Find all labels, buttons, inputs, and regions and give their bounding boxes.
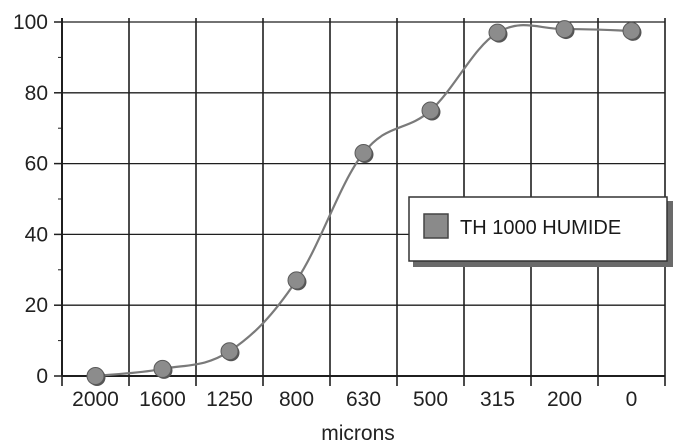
x-axis-title: microns (321, 422, 395, 445)
data-point-800 (287, 271, 306, 290)
y-tick-label: 20 (25, 294, 48, 317)
data-point-315 (488, 23, 507, 42)
legend-label: TH 1000 HUMIDE (460, 217, 621, 239)
y-tick-labels: 0 20 40 60 80 100 (13, 11, 48, 388)
legend-frame (408, 196, 668, 262)
x-tick-label: 1250 (206, 388, 253, 411)
y-tick-label: 100 (13, 11, 48, 34)
legend-swatch (423, 213, 449, 239)
y-tick-label: 0 (36, 365, 48, 388)
y-tick-label: 40 (25, 223, 48, 246)
series-th-1000-humide (86, 20, 642, 386)
data-point-200 (555, 20, 574, 39)
x-tick-label: 800 (279, 388, 314, 411)
data-point-0 (622, 21, 641, 40)
x-tick-label: 2000 (72, 388, 119, 411)
legend: TH 1000 HUMIDE (408, 196, 673, 267)
data-point-630 (354, 143, 373, 162)
x-tick-label: 315 (480, 388, 515, 411)
data-point-500 (421, 101, 440, 120)
data-point-2000 (86, 367, 105, 385)
x-tick-label: 0 (626, 388, 638, 411)
x-tick-label: 200 (547, 388, 582, 411)
data-point-1600 (153, 359, 172, 378)
x-tick-label: 630 (346, 388, 381, 411)
x-tick-label: 500 (413, 388, 448, 411)
y-tick-label: 80 (25, 82, 48, 105)
data-point-1250 (220, 342, 239, 361)
x-tick-label: 1600 (139, 388, 186, 411)
x-tick-labels: 2000 1600 1250 800 630 500 315 200 0 (72, 388, 637, 411)
y-tick-label: 60 (25, 153, 48, 176)
